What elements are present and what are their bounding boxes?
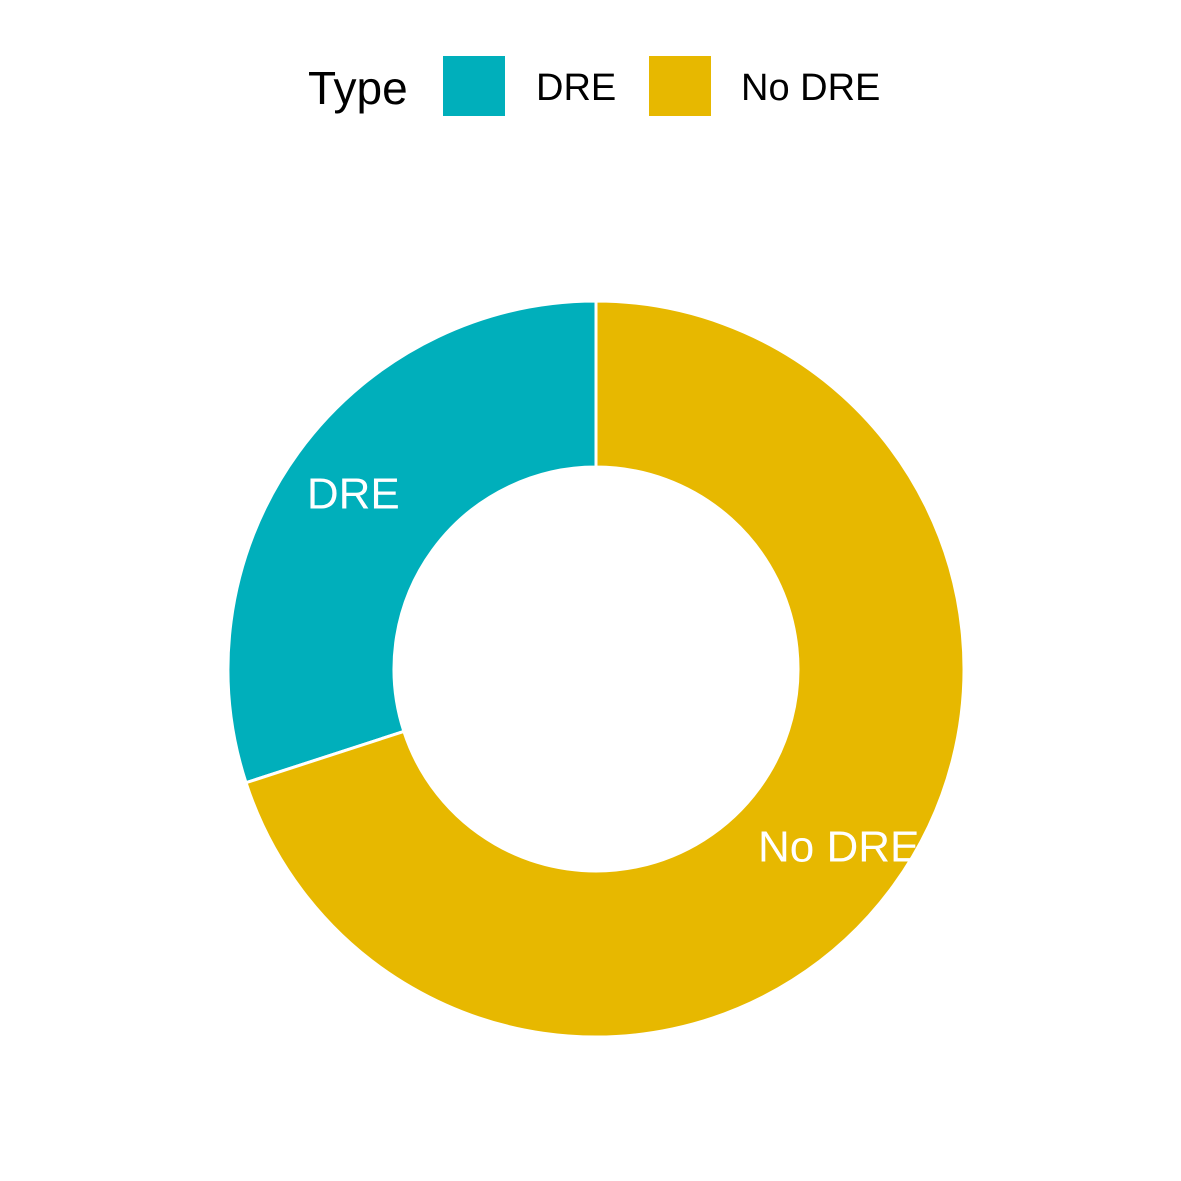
legend-title: Type (308, 62, 408, 114)
legend-label-dre: DRE (536, 67, 616, 109)
legend: Type DRE No DRE (308, 56, 880, 116)
slice-labels: DRE No DRE (307, 470, 920, 872)
slice-dre (226, 299, 598, 785)
slice-label-dre: DRE (307, 470, 400, 519)
legend-label-no-dre: No DRE (741, 67, 880, 109)
slice-no-dre (244, 299, 966, 1039)
donut-slices (226, 299, 966, 1039)
legend-key-dre (443, 56, 505, 116)
legend-key-no-dre (649, 56, 711, 116)
slice-label-no-dre: No DRE (758, 822, 919, 871)
